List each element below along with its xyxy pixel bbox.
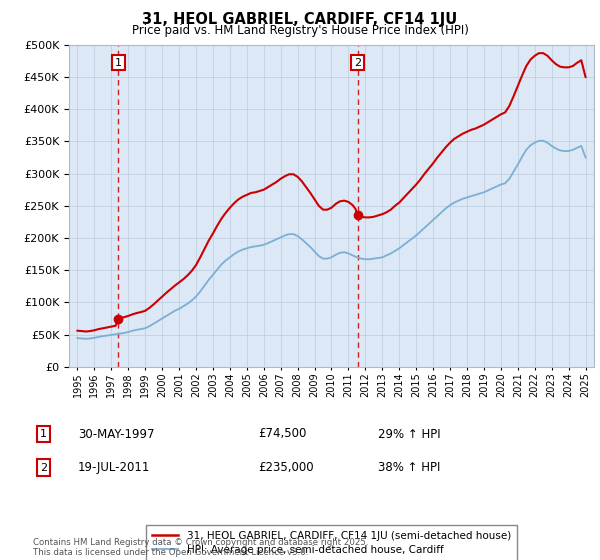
- Text: Contains HM Land Registry data © Crown copyright and database right 2025.
This d: Contains HM Land Registry data © Crown c…: [33, 538, 368, 557]
- Text: £235,000: £235,000: [258, 461, 314, 474]
- Text: 38% ↑ HPI: 38% ↑ HPI: [378, 461, 440, 474]
- Text: 1: 1: [40, 429, 47, 439]
- Legend: 31, HEOL GABRIEL, CARDIFF, CF14 1JU (semi-detached house), HPI: Average price, s: 31, HEOL GABRIEL, CARDIFF, CF14 1JU (sem…: [146, 525, 517, 560]
- Text: 29% ↑ HPI: 29% ↑ HPI: [378, 427, 440, 441]
- Text: 19-JUL-2011: 19-JUL-2011: [78, 461, 151, 474]
- Text: 31, HEOL GABRIEL, CARDIFF, CF14 1JU: 31, HEOL GABRIEL, CARDIFF, CF14 1JU: [142, 12, 458, 27]
- Text: £74,500: £74,500: [258, 427, 307, 441]
- Text: Price paid vs. HM Land Registry's House Price Index (HPI): Price paid vs. HM Land Registry's House …: [131, 24, 469, 36]
- Text: 30-MAY-1997: 30-MAY-1997: [78, 427, 155, 441]
- Text: 2: 2: [354, 58, 361, 68]
- Text: 2: 2: [40, 463, 47, 473]
- Text: 1: 1: [115, 58, 122, 68]
